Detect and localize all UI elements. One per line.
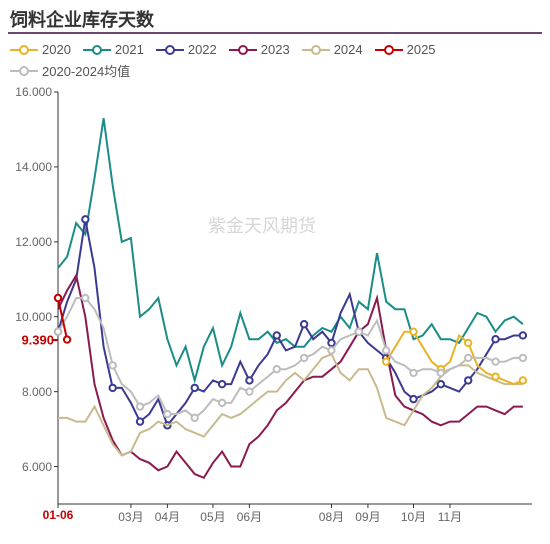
- series-marker: [137, 403, 143, 409]
- series-line: [58, 118, 523, 380]
- series-marker: [492, 336, 498, 342]
- legend-label: 2024: [334, 42, 363, 57]
- legend-item[interactable]: 2023: [229, 42, 290, 57]
- series-marker: [82, 216, 88, 222]
- chart-container: 饲料企业库存天数 2020 2021 2022 2023 2024 2025 2020-20…: [0, 0, 550, 544]
- series-marker: [410, 370, 416, 376]
- series-line: [58, 219, 523, 425]
- legend-marker: [302, 43, 330, 57]
- series-marker: [274, 332, 280, 338]
- chart-title: 饲料企业库存天数: [10, 6, 154, 32]
- series-marker: [465, 377, 471, 383]
- series-marker: [356, 329, 362, 335]
- legend-label: 2020-2024均值: [42, 61, 130, 80]
- legend-marker: [10, 43, 38, 57]
- series-marker: [383, 358, 389, 364]
- series-marker: [438, 381, 444, 387]
- legend-label: 2021: [115, 42, 144, 57]
- series-marker: [520, 377, 526, 383]
- legend-item[interactable]: 2021: [83, 42, 144, 57]
- series-marker: [520, 355, 526, 361]
- legend-label: 2023: [261, 42, 290, 57]
- series-marker: [55, 329, 61, 335]
- legend-marker: [229, 43, 257, 57]
- series-marker: [219, 400, 225, 406]
- xtick-label: 08月: [319, 508, 344, 525]
- series-marker: [64, 336, 70, 342]
- series-marker: [520, 332, 526, 338]
- series-marker: [192, 385, 198, 391]
- legend-item[interactable]: 2020-2024均值: [10, 61, 130, 80]
- legend-marker: [10, 64, 38, 78]
- series-marker: [109, 385, 115, 391]
- title-underline: [8, 32, 542, 34]
- series-marker: [410, 329, 416, 335]
- series-marker: [137, 418, 143, 424]
- series-marker: [192, 415, 198, 421]
- xtick-label: 03月: [118, 508, 143, 525]
- ytick-label: 8.000: [22, 385, 52, 399]
- legend-item[interactable]: 2025: [375, 42, 436, 57]
- series-marker: [246, 377, 252, 383]
- legend-marker: [83, 43, 111, 57]
- series-marker: [301, 355, 307, 361]
- series-marker: [383, 347, 389, 353]
- series-line: [58, 354, 523, 455]
- legend-item[interactable]: 2020: [10, 42, 71, 57]
- series-marker: [465, 340, 471, 346]
- legend-marker: [156, 43, 184, 57]
- series-marker: [410, 396, 416, 402]
- legend-item[interactable]: 2024: [302, 42, 363, 57]
- xtick-label: 06月: [237, 508, 262, 525]
- xtick-label: 01-06: [43, 508, 74, 522]
- series-marker: [109, 362, 115, 368]
- legend: 2020 2021 2022 2023 2024 2025 2020-2024均值: [10, 38, 540, 84]
- series-marker: [328, 340, 334, 346]
- series-marker: [82, 295, 88, 301]
- series-marker: [219, 381, 225, 387]
- series-marker: [246, 388, 252, 394]
- chart-svg: [58, 92, 532, 504]
- series-marker: [55, 295, 61, 301]
- series-marker: [164, 411, 170, 417]
- plot-area: 紫金天风期货 6.0008.00010.00012.00014.00016.00…: [58, 92, 532, 504]
- ytick-label: 6.000: [22, 460, 52, 474]
- xtick-label: 04月: [155, 508, 180, 525]
- xtick-label: 09月: [355, 508, 380, 525]
- xtick-label: 10月: [401, 508, 426, 525]
- xtick-label: 11月: [438, 508, 462, 525]
- ytick-label: 12.000: [15, 235, 52, 249]
- legend-item[interactable]: 2022: [156, 42, 217, 57]
- series-marker: [438, 370, 444, 376]
- series-marker: [492, 358, 498, 364]
- legend-label: 2025: [407, 42, 436, 57]
- ytick-label: 16.000: [15, 85, 52, 99]
- last-value-label: 9.390: [21, 332, 54, 347]
- series-line: [58, 298, 523, 418]
- series-marker: [492, 373, 498, 379]
- series-marker: [328, 347, 334, 353]
- series-marker: [301, 321, 307, 327]
- series-marker: [465, 355, 471, 361]
- legend-label: 2022: [188, 42, 217, 57]
- series-marker: [274, 366, 280, 372]
- legend-label: 2020: [42, 42, 71, 57]
- legend-marker: [375, 43, 403, 57]
- ytick-label: 14.000: [15, 160, 52, 174]
- ytick-label: 10.000: [15, 310, 52, 324]
- xtick-label: 05月: [200, 508, 225, 525]
